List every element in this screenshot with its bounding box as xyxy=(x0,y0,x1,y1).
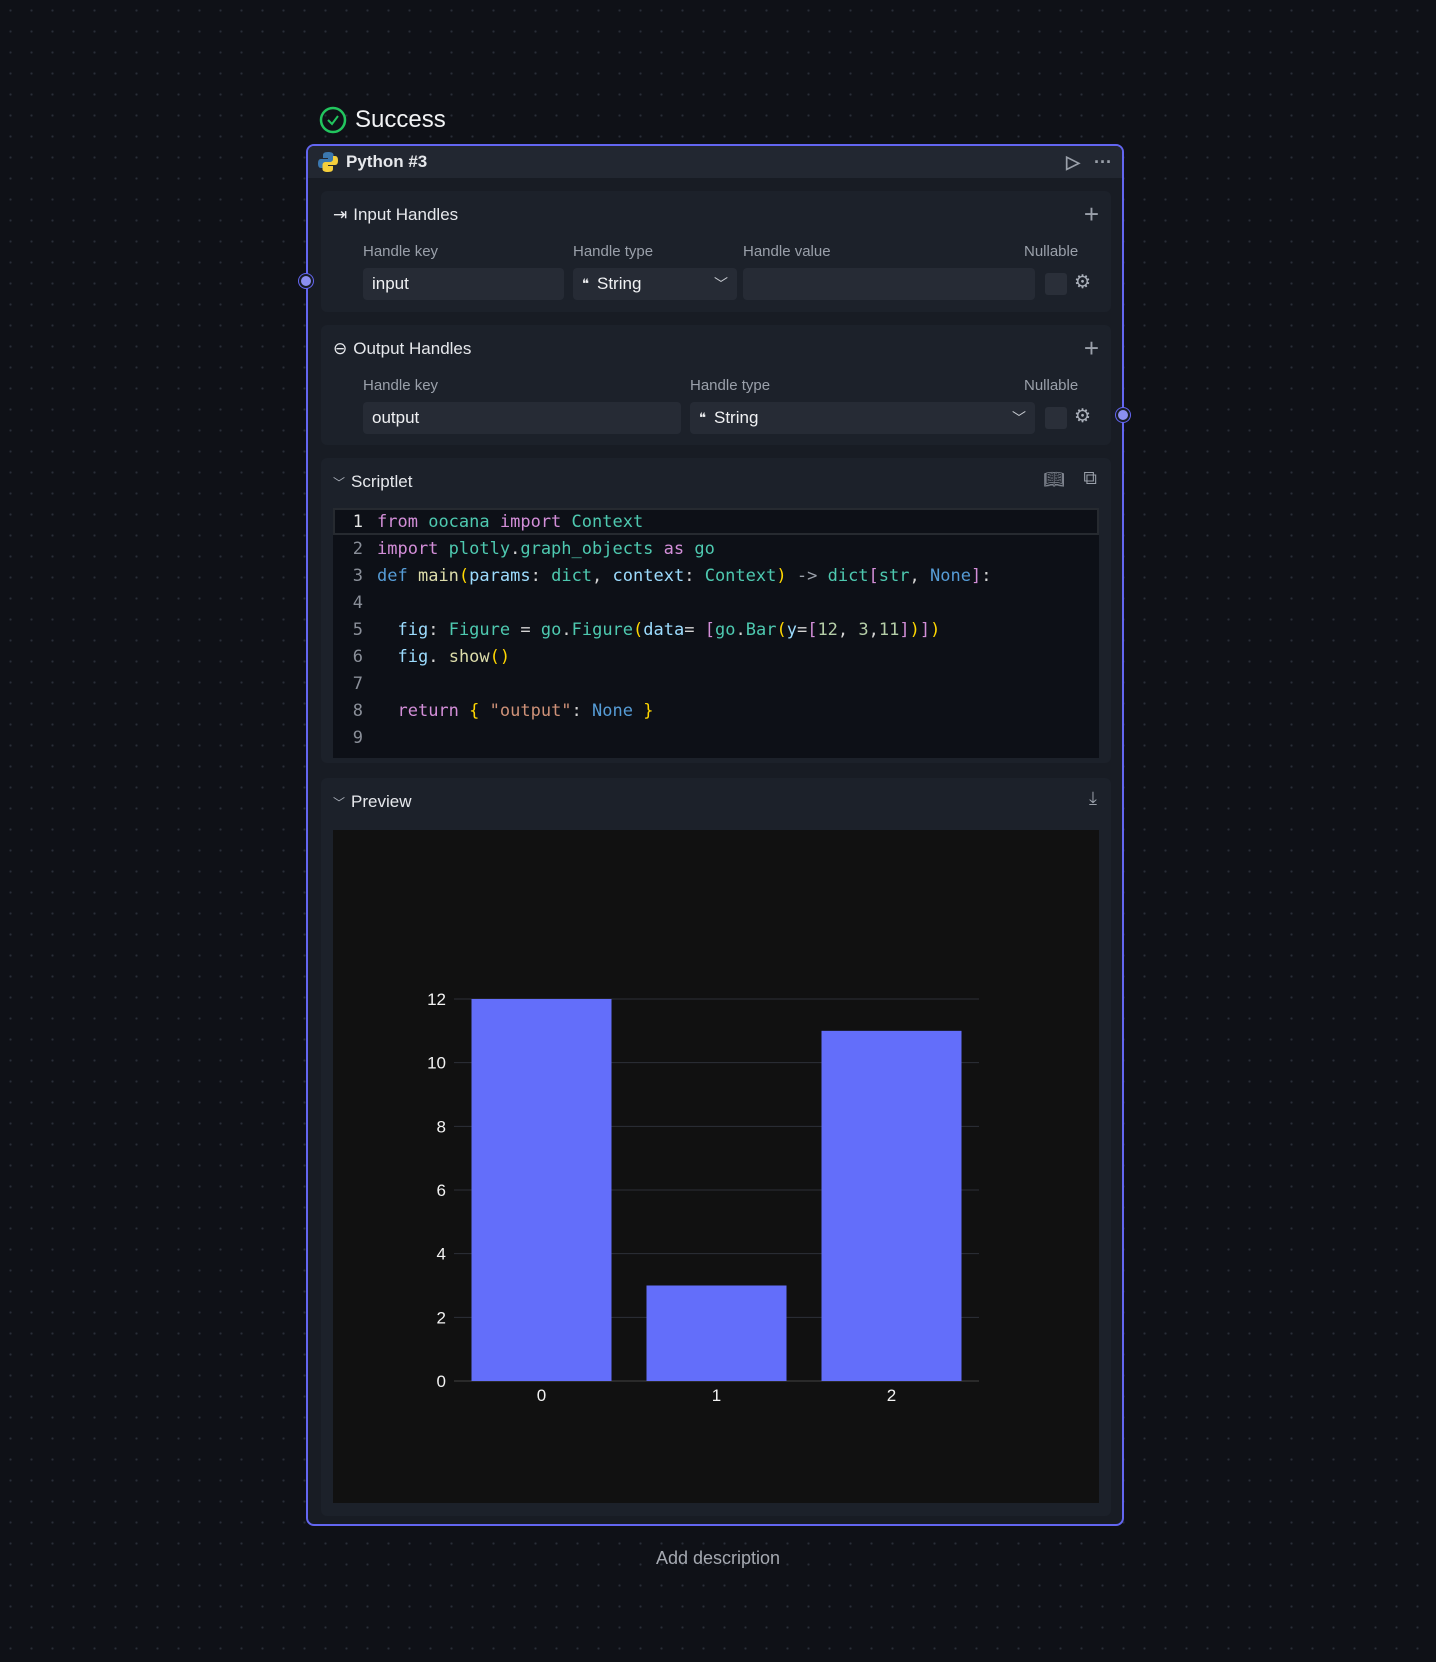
handle-key-input[interactable]: input xyxy=(363,268,564,300)
code-line: 7 xyxy=(333,670,1099,697)
col-handle-key: Handle key xyxy=(363,243,439,260)
code-line: 5 fig: Figure = go.Figure(data= [go.Bar(… xyxy=(333,616,1099,643)
line-number: 4 xyxy=(352,592,363,613)
output-arrow-icon: ⊖ xyxy=(333,339,348,358)
add-input-handle-button[interactable]: + xyxy=(1083,199,1099,229)
python-icon xyxy=(318,152,338,172)
code-line: 2 import plotly.graph_objects as go xyxy=(333,535,1099,562)
handle-type-select[interactable]: ❝ String ﹀ xyxy=(690,402,1035,434)
chevron-down-icon: ﹀ xyxy=(333,475,346,490)
line-text: fig. show() xyxy=(397,646,511,667)
preview-section: ﹀ Preview ⤓ 0 2 4 6 8 10 12 0 1 2 xyxy=(321,778,1111,1516)
gear-icon[interactable]: ⚙ xyxy=(1074,406,1092,427)
download-icon[interactable]: ⤓ xyxy=(1089,788,1097,808)
line-number: 6 xyxy=(352,646,363,667)
line-number: 5 xyxy=(352,619,363,640)
scriptlet-section: ﹀ Scriptlet 📖︎ ⧉ 1 from oocana import Cont… xyxy=(321,458,1111,763)
y-tick-label: 4 xyxy=(437,1245,446,1264)
input-port[interactable] xyxy=(299,274,313,288)
line-number: 7 xyxy=(352,673,363,694)
line-text: return { "output": None } xyxy=(397,700,654,721)
code-line: 8 return { "output": None } xyxy=(333,697,1099,724)
code-line: 9 xyxy=(333,724,1099,751)
check-circle-icon xyxy=(319,106,347,134)
line-number: 3 xyxy=(352,565,363,586)
node-header: Python #3 ▷ ··· xyxy=(308,146,1122,178)
handle-key-input[interactable]: output xyxy=(363,402,681,434)
run-icon[interactable]: ▷ xyxy=(1066,151,1081,172)
handle-type-select[interactable]: ❝ String ﹀ xyxy=(573,268,737,300)
value: output xyxy=(372,408,420,427)
add-output-handle-button[interactable]: + xyxy=(1083,333,1099,363)
node-title: Python #3 xyxy=(346,152,428,171)
run-status: Success xyxy=(319,106,446,134)
y-tick-label: 0 xyxy=(437,1372,446,1391)
add-description-link[interactable]: Add description xyxy=(655,1548,781,1568)
y-tick-label: 6 xyxy=(437,1181,446,1200)
code-line: 4 xyxy=(333,589,1099,616)
line-text: def main(params: dict, context: Context)… xyxy=(377,565,992,586)
line-text: import plotly.graph_objects as go xyxy=(377,538,715,559)
col-handle-type: Handle type xyxy=(573,243,654,260)
open-external-icon[interactable]: ⧉ xyxy=(1083,468,1097,489)
more-icon[interactable]: ··· xyxy=(1094,151,1112,172)
nullable-checkbox[interactable] xyxy=(1045,407,1067,429)
line-text: from oocana import Context xyxy=(377,511,644,532)
code-line: 3 def main(params: dict, context: Context… xyxy=(333,562,1099,589)
bar xyxy=(471,999,612,1381)
section-title: Output Handles xyxy=(353,339,472,358)
bar xyxy=(821,1030,962,1381)
input-handles-section: ⇥ Input Handles + Handle key Handle type … xyxy=(321,191,1111,312)
scriptlet-toggle[interactable]: ﹀ Scriptlet xyxy=(333,472,412,492)
x-tick-label: 2 xyxy=(887,1386,896,1405)
col-handle-type: Handle type xyxy=(690,377,771,394)
value: input xyxy=(372,274,409,293)
quote-icon: ❝ xyxy=(582,276,589,291)
y-tick-label: 10 xyxy=(427,1054,446,1073)
python-node[interactable]: Python #3 ▷ ··· ⇥ Input Handles + Handle k… xyxy=(299,144,1130,1526)
status-label: Success xyxy=(355,106,446,133)
chevron-down-icon: ﹀ xyxy=(714,276,728,292)
col-nullable: Nullable xyxy=(1024,377,1079,394)
quote-icon: ❝ xyxy=(699,410,706,425)
section-title: Input Handles xyxy=(353,205,459,224)
col-handle-key: Handle key xyxy=(363,377,439,394)
code-editor[interactable]: 1 from oocana import Context 2 import plot… xyxy=(333,508,1099,758)
book-icon[interactable]: 📖︎ xyxy=(1043,470,1065,489)
bar xyxy=(646,1285,787,1381)
code-line: 6 fig. show() xyxy=(333,643,1099,670)
line-number: 9 xyxy=(352,727,363,748)
x-tick-label: 1 xyxy=(712,1386,721,1405)
line-number: 8 xyxy=(352,700,363,721)
nullable-checkbox[interactable] xyxy=(1045,273,1067,295)
output-port[interactable] xyxy=(1116,408,1130,422)
bar-chart: 0 2 4 6 8 10 12 0 1 2 xyxy=(333,830,1099,1503)
y-tick-label: 8 xyxy=(437,1117,446,1136)
chevron-down-icon: ﹀ xyxy=(333,795,346,810)
y-tick-label: 2 xyxy=(437,1308,446,1327)
code-line: 1 from oocana import Context xyxy=(333,508,1099,535)
input-arrow-icon: ⇥ xyxy=(333,205,348,224)
x-tick-label: 0 xyxy=(537,1386,546,1405)
value: String xyxy=(597,274,642,293)
section-title: Scriptlet xyxy=(351,472,413,491)
line-text: fig: Figure = go.Figure(data= [go.Bar(y=… xyxy=(397,619,941,640)
col-nullable: Nullable xyxy=(1024,243,1079,260)
gear-icon[interactable]: ⚙ xyxy=(1074,272,1092,293)
y-tick-label: 12 xyxy=(427,990,446,1009)
handle-value-input[interactable] xyxy=(743,268,1035,300)
value: String xyxy=(714,408,759,427)
chevron-down-icon: ﹀ xyxy=(1012,410,1026,426)
col-handle-value: Handle value xyxy=(743,243,831,260)
line-number: 1 xyxy=(352,511,363,532)
preview-toggle[interactable]: ﹀ Preview xyxy=(333,792,411,812)
output-handles-section: ⊖ Output Handles + Handle key Handle type… xyxy=(321,325,1111,445)
line-number: 2 xyxy=(352,538,363,559)
section-title: Preview xyxy=(351,792,412,811)
